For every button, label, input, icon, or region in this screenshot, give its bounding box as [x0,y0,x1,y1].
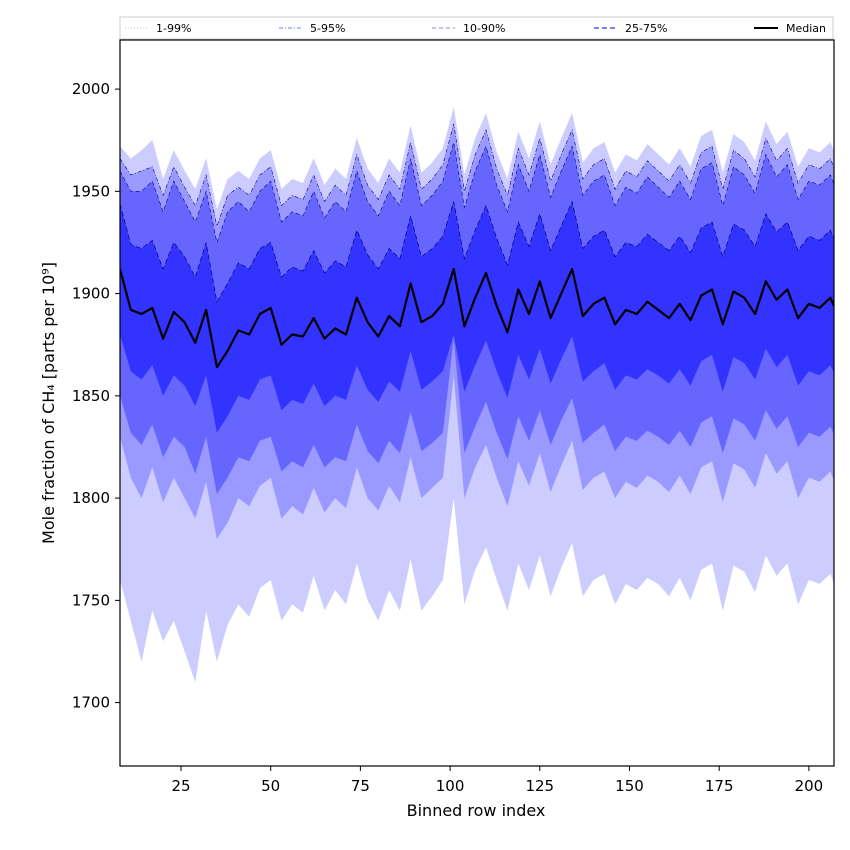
axes-frame [119,39,835,767]
legend-box [119,16,834,40]
line-p95 [120,123,834,228]
x-tick-label: 175 [705,777,734,795]
x-tick-label: 75 [351,777,370,795]
line-p99 [120,107,834,211]
y-tick-label: 1900 [72,285,110,303]
legend-label-5: Median [786,22,826,35]
legend-item-1: 1-99% [125,22,191,35]
band-25-75 [120,201,834,433]
plot-area [120,107,834,683]
legend-label-2: 5-95% [310,22,345,35]
legend-label-4: 25-75% [625,22,667,35]
y-tick-label: 1750 [72,591,110,609]
line-p75 [120,200,834,303]
y-tick-label: 2000 [72,80,110,98]
legend-label-3: 10-90% [463,22,505,35]
legend-item-4: 25-75% [594,22,667,35]
x-tick-label: 125 [525,777,554,795]
legend: 1-99% 5-95% 10-90% 25-75% Median [119,16,834,40]
legend-label-1: 1-99% [156,22,191,35]
y-axis-label: Mole fraction of CH₄ [parts per 10⁹] [39,262,58,544]
legend-item-5: Median [754,22,826,35]
x-tick-label: 200 [795,777,824,795]
legend-item-2: 5-95% [279,22,345,35]
y-axis: 1700 1750 1800 1850 1900 1950 2000 [72,80,120,712]
median-line [120,267,834,369]
legend-item-3: 10-90% [432,22,505,35]
y-tick-label: 1800 [72,489,110,507]
y-tick-label: 1700 [72,694,110,712]
x-tick-label: 25 [171,777,190,795]
y-tick-label: 1850 [72,387,110,405]
x-tick-label: 150 [615,777,644,795]
x-tick-label: 50 [261,777,280,795]
x-tick-label: 100 [436,777,465,795]
y-tick-label: 1950 [72,182,110,200]
x-axis: 25 50 75 100 125 150 175 200 [171,766,823,795]
x-axis-label: Binned row index [407,801,546,820]
